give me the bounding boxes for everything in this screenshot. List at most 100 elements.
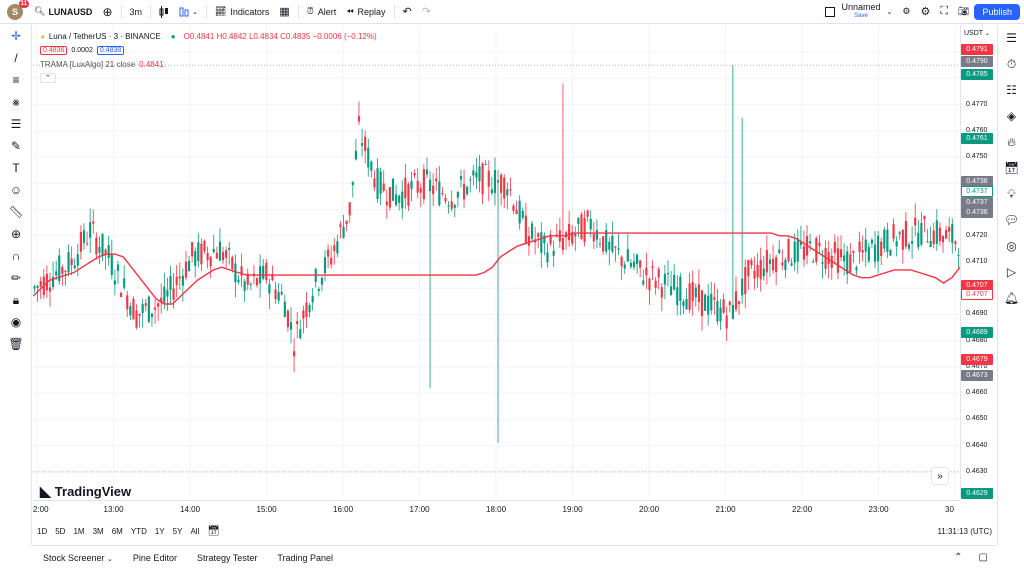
candle-body [821,262,824,264]
chevron-up-icon[interactable]: ⌃ [40,73,56,83]
clock[interactable]: 11:31:13 (UTC) [937,526,992,536]
range-1y[interactable]: 1Y [154,526,165,536]
candle-body [753,270,756,279]
lock-drawing-icon[interactable]: ✏ [10,271,22,285]
settings-button[interactable]: ⚙ [915,0,935,24]
time-label: 18:00 [486,505,507,514]
pitchfork-icon[interactable]: ⨳ [12,94,20,109]
layout-menu[interactable]: Unnamed Save ⌄ [820,0,897,24]
chart-type-button[interactable] [154,0,174,24]
brush-icon[interactable]: ✎ [10,139,22,153]
lock-icon[interactable]: 🔒︎ [12,292,20,307]
candle-body [339,224,342,228]
candle-body [157,303,160,307]
candle-body [191,242,194,257]
compare-button[interactable]: ⊕ [97,0,117,24]
currency-selector[interactable]: USDT ⌄ [964,30,990,37]
date-range-icon[interactable]: 📅︎ [207,525,221,537]
ask-price[interactable]: 0.4838 [96,45,125,55]
indicators-button[interactable]: 📈︎ Indicators [210,0,274,24]
candle-body [333,245,336,252]
alerts-clock-icon[interactable]: ⏱︎ [1006,56,1017,71]
range-6m[interactable]: 6M [111,526,123,536]
candle-body [73,265,76,269]
crosshair-icon[interactable]: ✛ [10,29,22,43]
watchlist-icon[interactable]: ☰ [1006,31,1017,45]
user-avatar[interactable]: S 11 [7,0,29,20]
bell-icon[interactable]: 🔔︎ [1003,291,1020,305]
templates-button[interactable]: ▦ [274,0,294,24]
candle-body [500,174,503,193]
range-5y[interactable]: 5Y [172,526,183,536]
candle-body [336,241,339,254]
zoom-in-icon[interactable]: ⊕ [10,227,22,241]
range-1m[interactable]: 1M [73,526,85,536]
chat-icon[interactable]: 💬︎ [1003,213,1020,227]
range-ytd[interactable]: YTD [130,526,147,536]
quick-search-button[interactable]: ⚙︎ [897,0,915,24]
range-3m[interactable]: 3M [92,526,104,536]
interval-button[interactable]: 3m [125,0,148,24]
streams-icon[interactable]: ◎ [1006,239,1017,253]
chart-style-button[interactable]: ⌄ [174,0,203,24]
candle-body [419,188,422,193]
range-5d[interactable]: 5D [55,526,66,536]
price-label: 0.4650 [966,415,988,423]
candle-body [762,268,765,277]
ideas-icon[interactable]: 💡︎ [1007,186,1016,201]
layout-name: Unnamed [841,1,881,12]
candle-body [52,276,55,288]
candle-body [858,241,861,252]
fullscreen-button[interactable]: ⛶ [935,0,953,24]
tab-stock-screener[interactable]: Stock Screener ⌄ [33,553,123,563]
candle-body [574,233,577,237]
tab-trading-panel[interactable]: Trading Panel [277,552,334,563]
scroll-to-realtime-button[interactable]: » [931,467,949,485]
data-window-icon[interactable]: ☷ [1006,83,1017,97]
trash-icon[interactable]: 🗑︎ [8,337,24,351]
alert-button[interactable]: ⏰︎ Alert [302,0,342,24]
chart-area[interactable] [32,25,963,497]
candle-body [496,180,500,183]
indicator-name[interactable]: TRAMA [LuxAlgo] 21 close [40,59,136,69]
symbol-search[interactable]: 🔍︎ LUNAUSD [29,0,97,24]
candle-body [129,306,132,316]
candle-body [79,231,82,252]
price-axis[interactable]: USDT ⌄ 0.47900.47800.47700.47600.47500.4… [960,25,996,497]
legend-title[interactable]: Luna / TetherUS · 3 · BINANCE [48,31,161,41]
publish-button[interactable]: Publish [974,3,1020,20]
layers-icon[interactable]: ◈ [1006,109,1017,123]
magnet-icon[interactable]: ∩ [11,249,21,263]
range-1d[interactable]: 1D [37,526,48,536]
bid-price[interactable]: 0.4836 [40,45,68,55]
hotlist-icon[interactable]: 🔥︎ [1007,134,1016,149]
tab-pine-editor[interactable]: Pine Editor [132,552,177,563]
snapshot-button[interactable]: 📷︎ [953,0,974,24]
ruler-icon[interactable]: 📏︎ [8,205,24,219]
candle-body [880,241,883,257]
text-icon[interactable]: T [12,161,20,175]
replay-button[interactable]: ⏪︎ Replay [341,0,390,24]
tab-strategy-tester[interactable]: Strategy Tester [196,552,258,563]
candle-body [799,241,802,246]
undo-button[interactable]: ↶ [398,0,417,24]
candle-body [327,249,330,257]
eye-icon[interactable]: ◉ [10,315,22,329]
emoji-icon[interactable]: ☺ [9,183,23,197]
trend-line-icon[interactable]: / [14,51,18,65]
redo-button[interactable]: ↷ [417,0,436,24]
maximize-icon[interactable]: ▢ [978,552,988,563]
horizontal-lines-icon[interactable]: ≡ [12,73,20,87]
range-all[interactable]: All [190,526,200,536]
time-label: 16:00 [333,505,354,514]
chevron-up-icon[interactable]: ⌃ [954,552,963,563]
price-tag: 0.4791 [961,44,993,55]
trama-line [32,232,961,305]
fib-icon[interactable]: ☰ [10,117,22,131]
calendar-icon[interactable]: 📅︎ [1003,161,1020,175]
price-chart[interactable] [32,25,961,497]
candle-body [951,223,954,243]
candle-body [719,307,722,322]
time-axis[interactable]: 2:00 13:00 14:00 15:00 16:00 17:00 18:00 19:00 2… [33,500,960,518]
play-icon[interactable]: ▷ [1006,265,1017,279]
